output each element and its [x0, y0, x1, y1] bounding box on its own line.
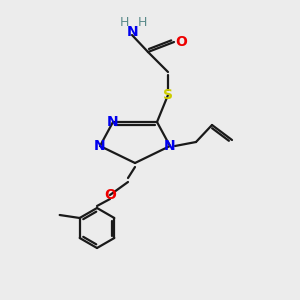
Text: H: H — [137, 16, 147, 29]
Text: O: O — [175, 35, 187, 49]
Text: N: N — [94, 139, 106, 153]
Text: H: H — [119, 16, 129, 29]
Text: O: O — [104, 188, 116, 202]
Text: N: N — [127, 25, 139, 39]
Text: N: N — [164, 139, 176, 153]
Text: S: S — [163, 88, 173, 102]
Text: N: N — [107, 115, 119, 129]
